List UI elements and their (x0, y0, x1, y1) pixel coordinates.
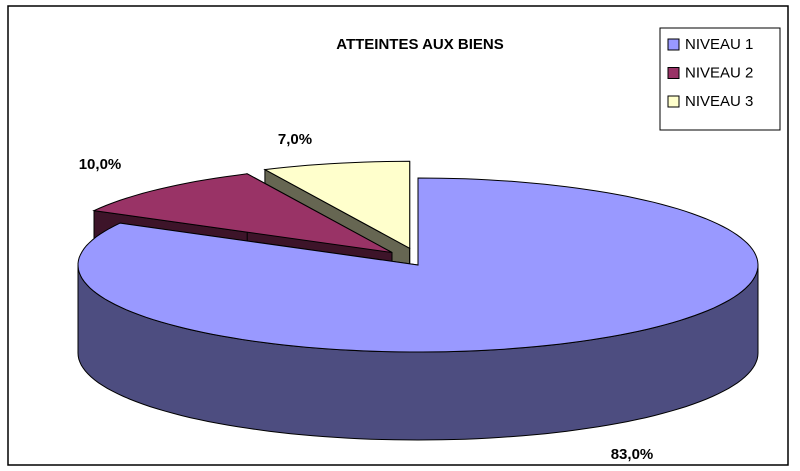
data-label: 7,0% (278, 131, 312, 148)
slice (263, 160, 411, 250)
legend-swatch (667, 38, 680, 51)
legend-label: NIVEAU 1 (685, 36, 753, 53)
slice (92, 173, 393, 253)
chart-title: ATTEINTES AUX BIENS (336, 36, 504, 53)
data-label: 83,0% (611, 446, 654, 463)
legend-swatch (667, 95, 680, 108)
legend-label: NIVEAU 3 (685, 93, 753, 110)
pie (77, 160, 759, 441)
legend-box (659, 27, 781, 131)
legend-swatch (667, 67, 680, 79)
slice (77, 177, 759, 353)
legend-label: NIVEAU 2 (685, 64, 753, 81)
data-label: 10,0% (79, 156, 122, 173)
